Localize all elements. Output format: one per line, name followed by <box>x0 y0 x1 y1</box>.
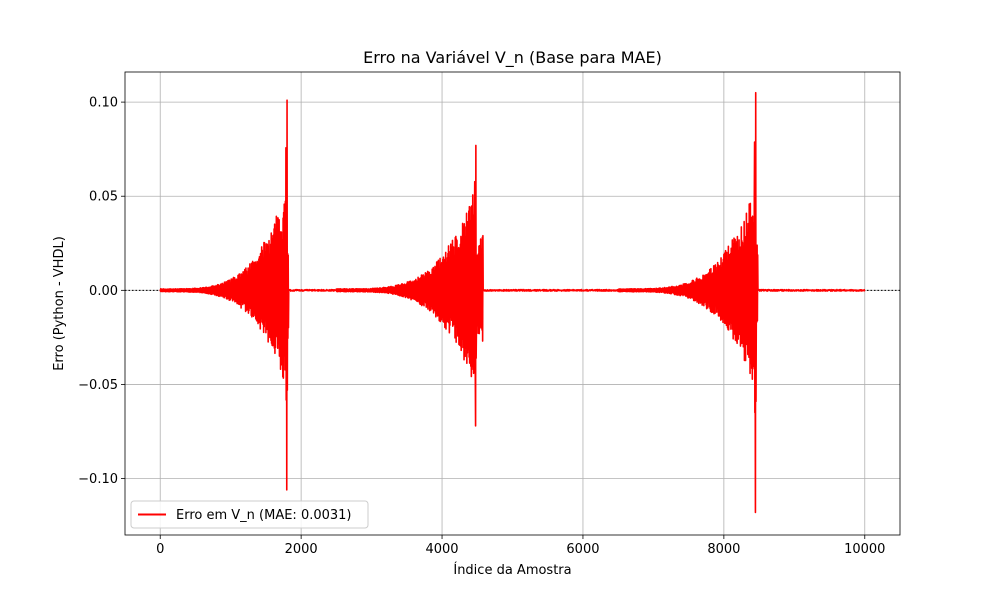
y-axis-title: Erro (Python - VHDL) <box>52 236 67 371</box>
x-tick-label: 10000 <box>844 542 885 557</box>
y-tick-label: 0.00 <box>89 284 118 299</box>
series-line-erro-v-n <box>159 91 866 514</box>
x-tick-label: 4000 <box>425 542 458 557</box>
x-axis-title: Índice da Amostra <box>453 562 571 578</box>
plot-frame <box>124 71 901 536</box>
series-layer <box>159 91 866 514</box>
y-tick-label: −0.05 <box>78 378 118 393</box>
y-tick-label: 0.10 <box>89 96 118 111</box>
chart-title: Erro na Variável V_n (Base para MAE) <box>363 48 662 68</box>
x-tick-label: 8000 <box>707 542 740 557</box>
x-tick-label: 0 <box>156 542 164 557</box>
x-tick-label: 6000 <box>566 542 599 557</box>
tick-layer: 0 2000 4000 6000 8000 10000 −0.10 −0.05 0.00 0.05… <box>78 96 885 557</box>
y-tick-label: 0.05 <box>89 190 118 205</box>
legend-box <box>130 500 369 529</box>
legend: Erro em V_n (MAE: 0.0031) <box>130 500 369 529</box>
x-tick-label: 2000 <box>285 542 318 557</box>
y-tick-label: −0.10 <box>78 472 118 487</box>
legend-label: Erro em V_n (MAE: 0.0031) <box>176 508 352 523</box>
